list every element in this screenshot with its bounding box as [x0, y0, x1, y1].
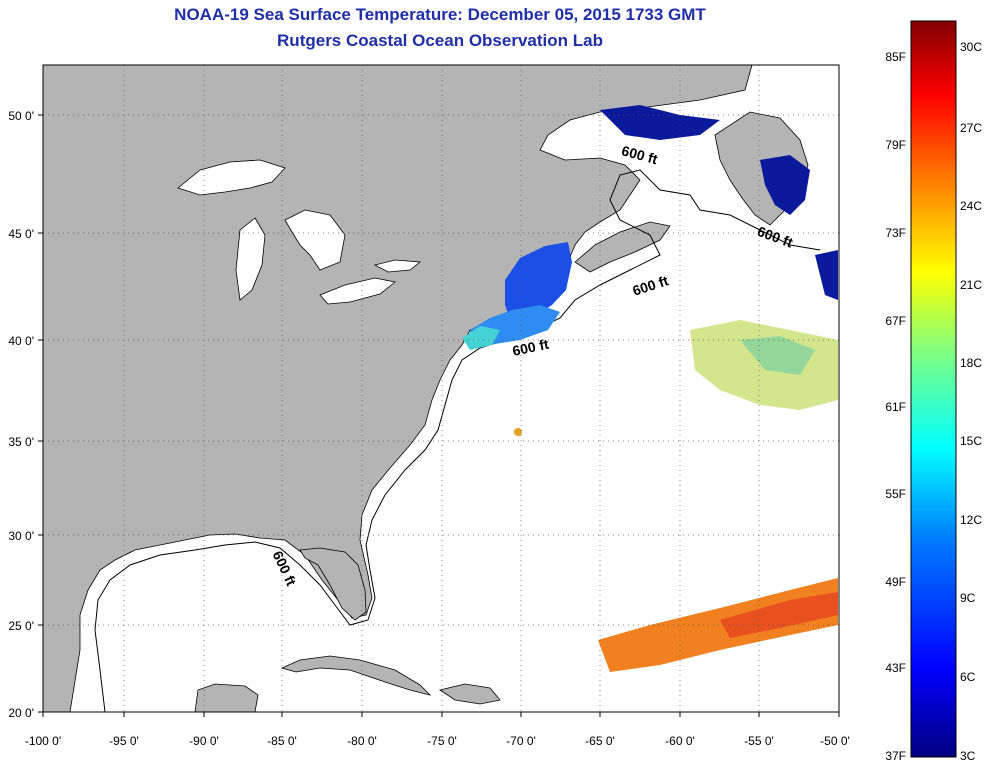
- contour-label: 600 ft: [511, 336, 550, 359]
- celsius-label: 30C: [960, 40, 982, 54]
- lat-tick-label: 50 0': [8, 109, 34, 123]
- axis-ticks: [38, 114, 840, 717]
- lon-tick-label: -85 0': [267, 734, 297, 748]
- north-america-land: [43, 65, 753, 712]
- cuba-land: [280, 655, 432, 696]
- lon-tick-label: -60 0': [665, 734, 695, 748]
- celsius-label: 18C: [960, 356, 982, 370]
- lon-tick-label: -100 0': [25, 734, 61, 748]
- lon-tick-label: -70 0': [506, 734, 536, 748]
- lon-tick-label: -65 0': [585, 734, 615, 748]
- lon-tick-label: -95 0': [109, 734, 139, 748]
- hispaniola-land: [439, 683, 501, 705]
- yucatan-land: [194, 683, 259, 712]
- fahrenheit-label: 85F: [885, 50, 906, 64]
- lat-tick-label: 20 0': [8, 706, 34, 720]
- fahrenheit-label: 73F: [885, 226, 906, 240]
- lon-tick-label: -80 0': [347, 734, 377, 748]
- great-lakes: [177, 159, 422, 305]
- fahrenheit-label: 43F: [885, 661, 906, 675]
- lat-tick-label: 30 0': [8, 529, 34, 543]
- lon-tick-label: -55 0': [744, 734, 774, 748]
- lon-tick-label: -75 0': [427, 734, 457, 748]
- lon-tick-label: -90 0': [189, 734, 219, 748]
- map-subtitle: Rutgers Coastal Ocean Observation Lab: [277, 31, 603, 50]
- celsius-label: 27C: [960, 121, 982, 135]
- lat-tick-label: 25 0': [8, 619, 34, 633]
- fahrenheit-label: 67F: [885, 314, 906, 328]
- lat-tick-label: 35 0': [8, 435, 34, 449]
- temperature-colorbar: [910, 20, 957, 758]
- lon-tick-label: -50 0': [820, 734, 850, 748]
- celsius-label: 15C: [960, 434, 982, 448]
- bathymetry-contour-600ft: [94, 169, 821, 712]
- fahrenheit-label: 79F: [885, 138, 906, 152]
- celsius-label: 21C: [960, 278, 982, 292]
- colorbar-celsius-labels: 30C 27C 24C 21C 18C 15C 12C 9C 6C 3C: [960, 40, 982, 763]
- celsius-label: 6C: [960, 670, 976, 684]
- florida-land: [299, 547, 367, 621]
- lat-tick-label: 45 0': [8, 227, 34, 241]
- longitude-labels: -100 0' -95 0' -90 0' -85 0' -80 0' -75 …: [25, 734, 850, 748]
- celsius-label: 12C: [960, 513, 982, 527]
- celsius-label: 3C: [960, 749, 976, 763]
- map-frame: [42, 64, 840, 713]
- fahrenheit-label: 49F: [885, 575, 906, 589]
- fahrenheit-label: 37F: [885, 749, 906, 763]
- lat-tick-label: 40 0': [8, 334, 34, 348]
- colorbar-fahrenheit-labels: 85F 79F 73F 67F 61F 55F 49F 43F 37F: [885, 50, 906, 763]
- map-title: NOAA-19 Sea Surface Temperature: Decembe…: [174, 5, 706, 24]
- fahrenheit-label: 55F: [885, 487, 906, 501]
- latitude-labels: 50 0' 45 0' 40 0' 35 0' 30 0' 25 0' 20 0…: [8, 109, 34, 720]
- nova-scotia-land: [574, 221, 671, 273]
- celsius-label: 24C: [960, 199, 982, 213]
- fahrenheit-label: 61F: [885, 400, 906, 414]
- celsius-label: 9C: [960, 591, 976, 605]
